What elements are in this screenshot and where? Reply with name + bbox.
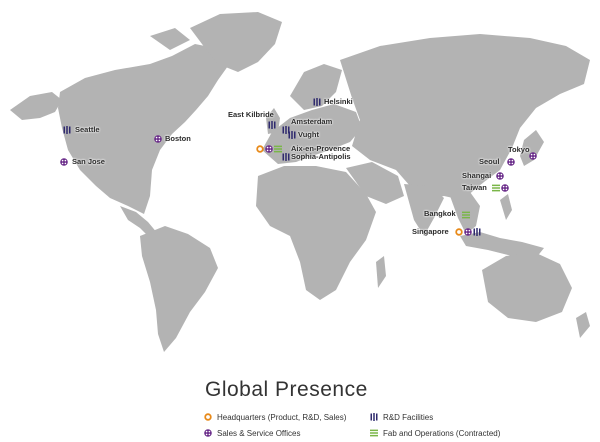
world-map [10,12,590,352]
legend-item-rnd: R&D Facilities [370,413,434,422]
location-marker-bangkok[interactable] [462,211,470,219]
location-marker-helsinki[interactable] [313,98,321,106]
location-marker-aix-fab[interactable] [274,145,282,153]
location-label-tokyo: Tokyo [508,145,530,154]
location-marker-sophia-antipolis[interactable] [282,153,290,161]
legend-item-sales: Sales & Service Offices [204,429,301,438]
location-marker-seattle[interactable] [63,126,71,134]
alaska-landmass [10,92,62,120]
location-label-aix-en-provence: Aix-en-Provence [291,144,351,153]
legend-label-fab: Fab and Operations (Contracted) [383,429,501,438]
africa-landmass [256,166,376,300]
location-label-seattle: Seattle [75,125,100,134]
madagascar-landmass [376,256,386,288]
japan-landmass [520,130,544,166]
location-label-east-kilbride: East Kilbride [228,110,274,119]
new-zealand-landmass [576,312,590,338]
location-label-singapore: Singapore [412,227,449,236]
legend-label-sales: Sales & Service Offices [217,429,301,438]
location-marker-san-jose[interactable] [60,158,68,166]
scandinavia-landmass [290,64,342,110]
location-label-san-jose: San Jose [72,157,105,166]
location-marker-shangai[interactable] [496,172,504,180]
location-label-vught: Vught [298,130,319,139]
greenland-landmass [190,12,282,72]
legend-item-fab: Fab and Operations (Contracted) [370,429,501,438]
headquarters-icon [204,413,212,421]
location-marker-tokyo[interactable] [529,152,537,160]
location-marker-singapore-hq[interactable] [455,228,463,236]
page-title: Global Presence [205,378,368,401]
location-marker-vught[interactable] [288,131,296,139]
location-marker-singapore-sales[interactable] [464,228,472,236]
location-marker-taiwan-sales[interactable] [501,184,509,192]
indonesia-landmass [460,232,544,258]
legend-item-headquarters: Headquarters (Product, R&D, Sales) [204,413,347,422]
location-label-bangkok: Bangkok [424,209,456,218]
fab-operations-icon [370,429,378,437]
location-marker-boston[interactable] [154,135,162,143]
location-marker-seoul[interactable] [507,158,515,166]
location-marker-amsterdam[interactable] [282,126,290,134]
location-label-helsinki: Helsinki [324,97,353,106]
australia-landmass [482,252,572,322]
rnd-facility-icon [370,413,378,421]
arctic-islands-landmass [150,28,190,50]
legend-label-headquarters: Headquarters (Product, R&D, Sales) [217,413,347,422]
location-marker-aix-hq[interactable] [256,145,264,153]
india-landmass [404,184,444,236]
asia-landmass [340,34,590,200]
middle-east-landmass [346,162,404,204]
location-label-seoul: Seoul [479,157,500,166]
location-label-amsterdam: Amsterdam [291,117,333,126]
europe-landmass [262,104,362,164]
location-label-shangai: Shangai [462,171,492,180]
legend-label-rnd: R&D Facilities [383,413,434,422]
sales-office-icon [204,429,212,437]
location-label-taiwan: Taiwan [462,183,487,192]
location-marker-east-kilbride[interactable] [268,121,276,129]
location-marker-singapore-rnd[interactable] [473,228,481,236]
location-label-boston: Boston [165,134,191,143]
location-marker-taiwan-fab[interactable] [492,184,500,192]
south-america-landmass [140,226,218,352]
philippines-landmass [500,194,512,220]
location-marker-aix-sales[interactable] [265,145,273,153]
north-america-landmass [58,44,228,214]
central-america-landmass [120,206,158,238]
location-label-sophia-antipolis: Sophia-Antipolis [291,152,351,161]
